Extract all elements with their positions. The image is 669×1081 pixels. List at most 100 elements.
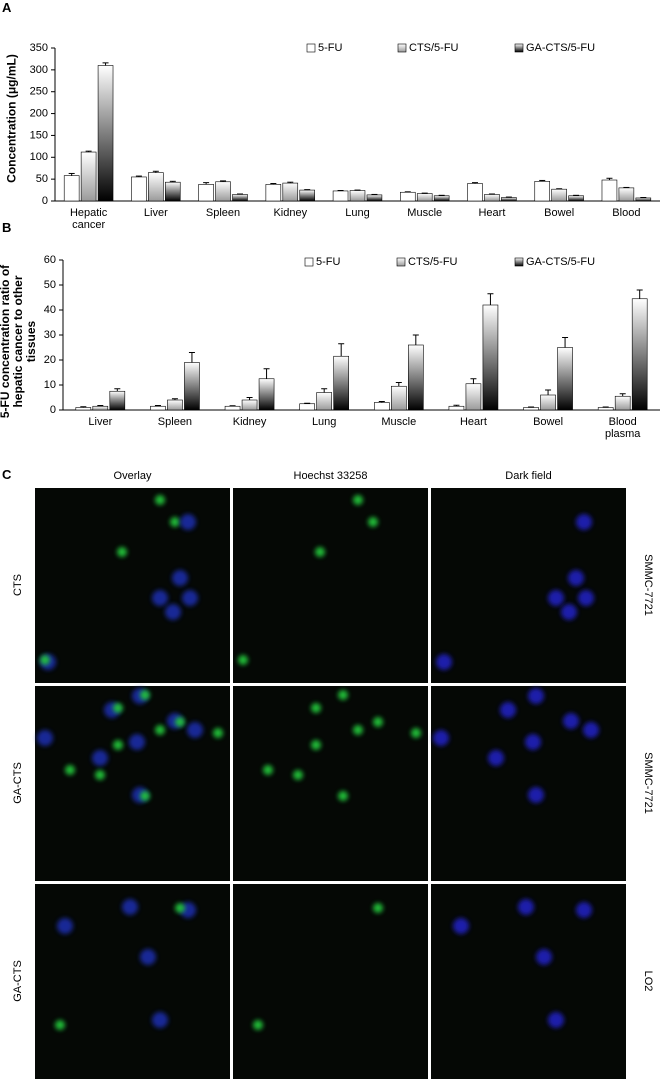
micrograph-background bbox=[233, 884, 428, 1079]
error-bar bbox=[135, 175, 142, 177]
micrograph-background bbox=[35, 686, 230, 881]
x-tick-label: Heart bbox=[459, 416, 487, 428]
cell-line-label: SMMC-7721 bbox=[642, 553, 654, 616]
cell bbox=[263, 765, 273, 775]
x-tick-label: Muscle bbox=[407, 207, 443, 219]
micrograph bbox=[233, 884, 428, 1079]
x-tick-label: Kidney bbox=[273, 207, 308, 219]
error-bar bbox=[220, 180, 227, 182]
error-bar bbox=[68, 172, 75, 176]
cell bbox=[140, 949, 156, 965]
x-tick-label: Blood plasma bbox=[604, 416, 641, 440]
micrograph bbox=[35, 884, 230, 1079]
cell bbox=[65, 765, 75, 775]
bar bbox=[614, 395, 631, 411]
bar bbox=[433, 195, 450, 202]
bar bbox=[374, 402, 390, 411]
bar bbox=[265, 184, 282, 202]
micrograph-background bbox=[431, 686, 626, 881]
bar bbox=[232, 194, 248, 202]
bar bbox=[631, 298, 648, 411]
y-tick-label: 50 bbox=[36, 173, 48, 185]
y-tick-label: 40 bbox=[44, 304, 56, 316]
column-header: Hoechst 33258 bbox=[293, 470, 368, 482]
bar bbox=[391, 385, 407, 411]
error-bar bbox=[412, 334, 419, 345]
error-bar bbox=[80, 406, 87, 408]
bar bbox=[448, 405, 465, 411]
error-bar bbox=[606, 177, 613, 181]
cell bbox=[453, 918, 469, 934]
cell bbox=[140, 690, 150, 700]
cell bbox=[338, 791, 348, 801]
micrograph bbox=[431, 686, 626, 881]
micrograph-background bbox=[431, 884, 626, 1079]
x-tick-label: Lung bbox=[345, 207, 370, 219]
cell bbox=[40, 655, 50, 665]
cell bbox=[253, 1020, 263, 1030]
legend-swatch bbox=[396, 257, 406, 267]
cell bbox=[353, 495, 363, 505]
row-label: CTS bbox=[12, 573, 24, 596]
cell bbox=[563, 713, 579, 729]
cell bbox=[436, 654, 452, 670]
micrograph bbox=[35, 488, 230, 683]
y-tick-label: 0 bbox=[50, 404, 56, 416]
cell bbox=[528, 787, 544, 803]
row-label: GA-CTS bbox=[12, 761, 24, 804]
error-bar bbox=[562, 337, 569, 348]
error-bar bbox=[102, 62, 109, 66]
cell bbox=[187, 722, 203, 738]
cell bbox=[525, 734, 541, 750]
bar bbox=[635, 197, 652, 202]
cell bbox=[92, 750, 108, 766]
y-axis-title: Concentration (μg/mL) bbox=[4, 54, 19, 183]
error-bar bbox=[152, 170, 159, 173]
legend-label: CTS/5-FU bbox=[409, 42, 459, 54]
legend-label: 5-FU bbox=[318, 42, 343, 54]
cell bbox=[311, 703, 321, 713]
x-tick-label: Heart bbox=[478, 207, 506, 219]
error-bar bbox=[246, 397, 253, 400]
bar bbox=[316, 392, 332, 411]
micrograph bbox=[233, 488, 428, 683]
y-tick-label: 10 bbox=[44, 379, 56, 391]
panel-letter: B bbox=[2, 220, 12, 235]
cell bbox=[568, 570, 584, 586]
cell bbox=[55, 1020, 65, 1030]
x-tick-label: Spleen bbox=[205, 207, 241, 219]
cell bbox=[315, 547, 325, 557]
cell bbox=[576, 902, 592, 918]
micrograph-background bbox=[233, 686, 428, 881]
cell bbox=[433, 730, 449, 746]
legend-swatch bbox=[397, 43, 407, 53]
error-bar bbox=[487, 293, 494, 305]
y-tick-label: 250 bbox=[30, 86, 48, 98]
bar bbox=[618, 187, 635, 202]
bar bbox=[97, 65, 114, 202]
x-tick-label: Bowel bbox=[544, 207, 575, 219]
x-tick-label: Muscle bbox=[381, 416, 417, 428]
error-bar bbox=[472, 182, 479, 184]
y-tick-label: 50 bbox=[44, 279, 56, 291]
cell bbox=[500, 702, 516, 718]
error-bar bbox=[203, 182, 210, 185]
cell bbox=[152, 1012, 168, 1028]
bar bbox=[568, 195, 584, 202]
cell bbox=[129, 734, 145, 750]
error-bar bbox=[619, 393, 626, 397]
y-tick-label: 20 bbox=[44, 354, 56, 366]
x-tick-label: Bowel bbox=[533, 416, 564, 428]
legend-swatch bbox=[304, 257, 314, 267]
y-tick-label: 200 bbox=[30, 107, 48, 119]
legend-swatch bbox=[514, 257, 524, 267]
bar bbox=[224, 405, 241, 411]
legend-label: CTS/5-FU bbox=[408, 256, 458, 268]
bar bbox=[92, 405, 109, 411]
y-tick-label: 300 bbox=[30, 64, 48, 76]
bar bbox=[299, 403, 315, 411]
bar bbox=[601, 179, 618, 202]
bar bbox=[184, 362, 200, 411]
cell bbox=[561, 604, 577, 620]
